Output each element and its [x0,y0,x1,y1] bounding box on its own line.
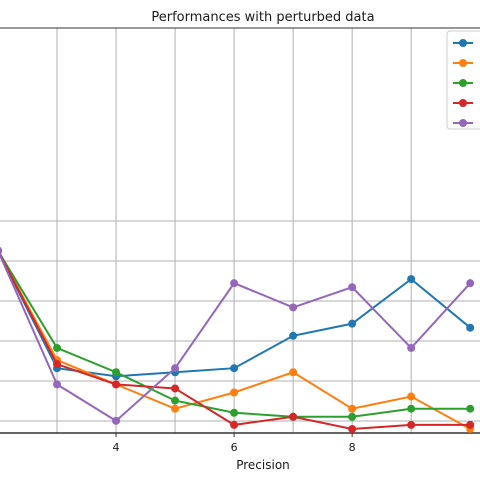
tick-labels: 4 6 8 [113,433,356,454]
data-point [407,343,416,352]
data-point [171,364,180,373]
data-point [289,303,298,312]
legend-swatch-marker [459,99,467,107]
data-point [112,416,121,425]
axes [0,27,480,434]
data-point [230,408,239,417]
data-point [289,331,298,340]
data-point [348,404,357,413]
data-point [466,323,475,332]
series-4 [0,247,475,433]
legend-swatch-marker [459,119,467,127]
data-point [466,420,475,429]
data-point [171,384,180,393]
data-point [466,279,475,288]
data-point [112,368,121,377]
legend[interactable] [446,30,480,130]
x-tick-label: 8 [349,441,356,454]
data-point [53,380,62,389]
series-5 [0,247,475,425]
legend-swatch-marker [459,79,467,87]
data-point [0,247,2,255]
x-axis-label: Precision [236,458,290,472]
chart-title: Performances with perturbed data [151,10,374,25]
data-point [407,420,416,429]
data-point [289,412,298,421]
data-point [53,343,62,352]
data-point [230,279,239,288]
legend-swatch-marker [459,39,467,47]
data-point [230,420,239,429]
data-point [53,360,62,369]
data-point [289,368,298,377]
data-point [348,319,357,328]
x-tick-label: 6 [231,441,238,454]
data-point [348,412,357,421]
data-point [112,380,121,389]
data-point [230,364,239,373]
data-point [407,404,416,413]
data-point [171,404,180,413]
legend-swatch-marker [459,59,467,67]
data-point [466,404,475,413]
data-point [407,392,416,401]
series-lines [0,247,475,433]
data-point [230,388,239,397]
x-tick-label: 4 [113,441,120,454]
data-point [171,396,180,405]
data-point [348,283,357,292]
data-point [348,424,357,433]
data-point [407,275,416,284]
